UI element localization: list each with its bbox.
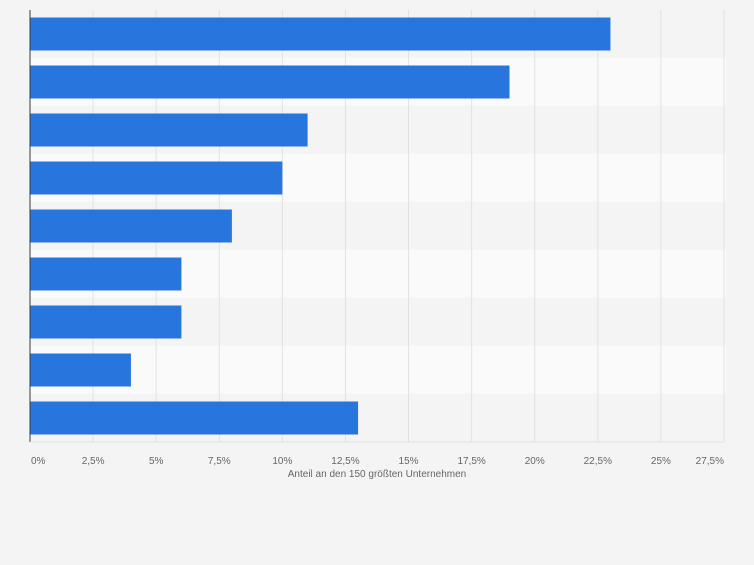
x-tick-label: 20% — [525, 456, 545, 467]
bar[interactable] — [30, 17, 611, 51]
x-tick-label: 15% — [399, 456, 419, 467]
x-tick-label: 25% — [651, 456, 671, 467]
x-axis-label: Anteil an den 150 größten Unternehmen — [288, 469, 466, 480]
bar[interactable] — [30, 401, 359, 435]
x-tick-label: 0% — [31, 456, 46, 467]
x-tick-label: 17,5% — [457, 456, 485, 467]
x-tick-label: 10% — [272, 456, 292, 467]
bar[interactable] — [30, 65, 510, 99]
bar[interactable] — [30, 305, 182, 339]
x-tick-label: 2,5% — [82, 456, 105, 467]
bar[interactable] — [30, 113, 308, 147]
row-band — [30, 346, 726, 394]
x-tick-label: 7,5% — [208, 456, 231, 467]
bar[interactable] — [30, 257, 182, 291]
bar[interactable] — [30, 353, 131, 387]
x-tick-label: 27,5% — [696, 456, 724, 467]
tick-labels: 0% 2,5% 5% 7,5% 10% 12,5% 15% 17,5% 20% 22,5% 25% 2… — [31, 456, 724, 467]
bar[interactable] — [30, 161, 283, 195]
x-tick-label: 12,5% — [331, 456, 359, 467]
x-tick-label: 5% — [149, 456, 164, 467]
bars — [30, 17, 611, 435]
bar[interactable] — [30, 209, 232, 243]
x-tick-label: 22,5% — [584, 456, 612, 467]
axes — [29, 10, 724, 443]
